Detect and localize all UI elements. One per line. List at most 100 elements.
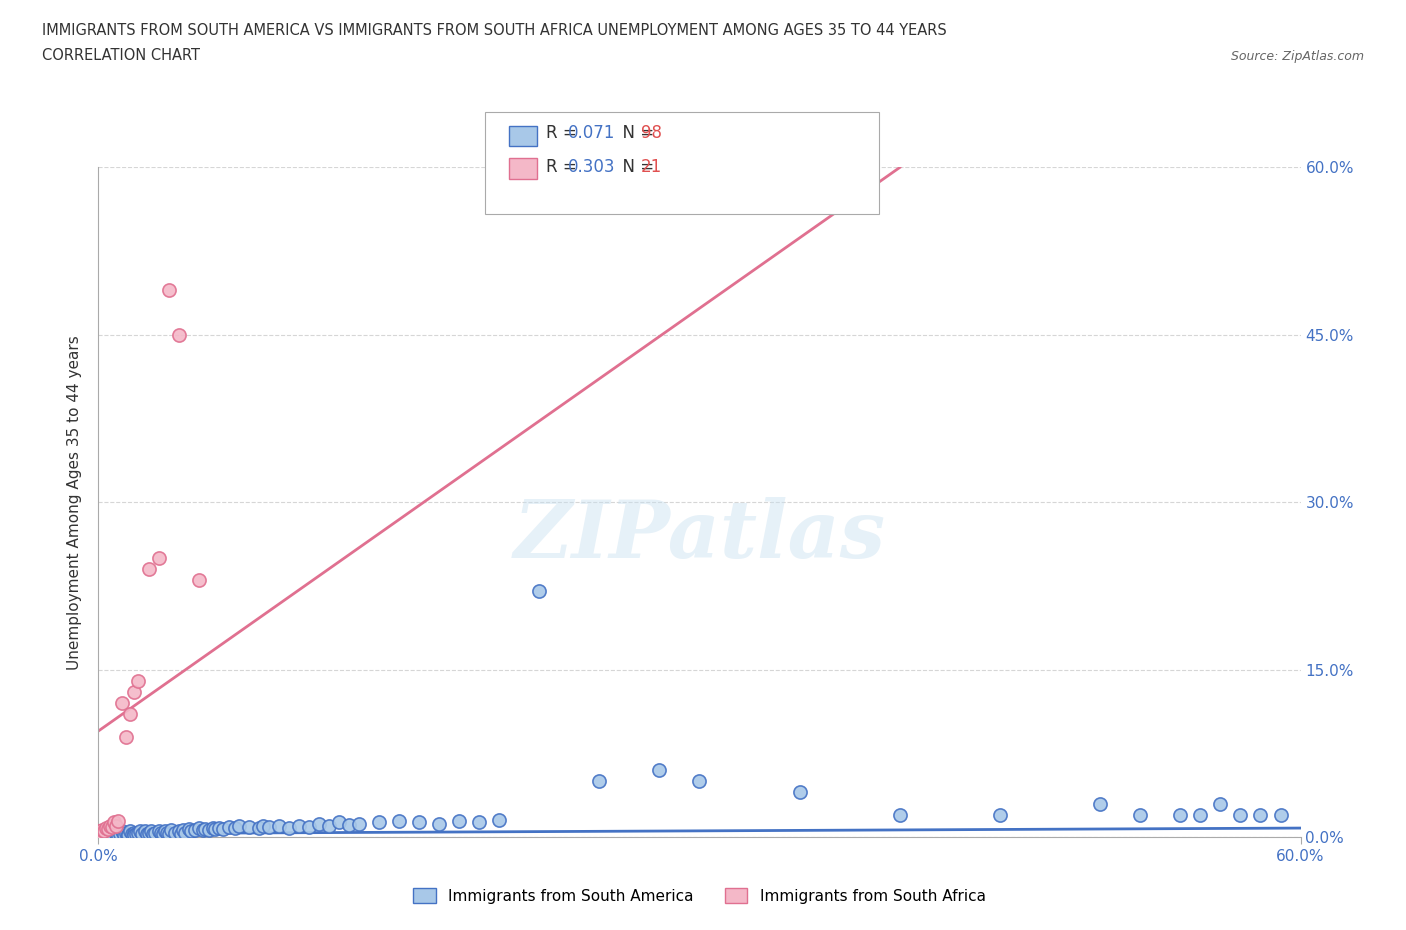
Point: [101, 826, 124, 841]
Point: [169, 826, 191, 841]
Point: [103, 815, 125, 830]
Point: [368, 815, 391, 830]
Point: [149, 825, 172, 840]
Point: [105, 818, 128, 833]
Point: [114, 828, 136, 843]
Point: [121, 826, 143, 841]
Point: [218, 819, 240, 834]
Point: [1229, 807, 1251, 822]
Point: [148, 824, 170, 839]
Point: [224, 820, 246, 835]
Point: [1189, 807, 1212, 822]
Point: [167, 327, 190, 342]
Point: [120, 707, 142, 722]
Point: [1270, 807, 1292, 822]
Point: [468, 815, 491, 830]
Point: [267, 818, 290, 833]
Point: [110, 826, 132, 841]
Point: [167, 824, 190, 839]
Point: [139, 824, 162, 839]
Point: [128, 825, 150, 840]
Point: [87, 824, 110, 839]
Point: [197, 823, 219, 838]
Text: 21: 21: [641, 158, 662, 176]
Point: [128, 673, 150, 688]
Point: [143, 825, 166, 840]
Point: [173, 825, 195, 840]
Point: [103, 824, 125, 839]
Point: [228, 818, 250, 833]
Point: [117, 828, 139, 843]
Point: [124, 684, 146, 699]
Point: [124, 825, 146, 840]
Point: [97, 828, 120, 843]
Point: [318, 818, 340, 833]
Point: [889, 807, 911, 822]
Point: [191, 823, 214, 838]
Point: [204, 822, 226, 837]
Point: [115, 825, 138, 840]
Point: [124, 828, 146, 843]
Point: [163, 825, 186, 840]
Point: [111, 824, 134, 839]
Point: [117, 826, 139, 841]
Y-axis label: Unemployment Among Ages 35 to 44 years: Unemployment Among Ages 35 to 44 years: [67, 335, 83, 670]
Point: [308, 817, 330, 831]
Point: [1088, 796, 1111, 811]
Point: [159, 823, 181, 838]
Point: [155, 825, 177, 840]
Point: [588, 774, 610, 789]
Point: [208, 820, 231, 835]
Point: [157, 283, 180, 298]
Text: N =: N =: [612, 124, 659, 141]
Point: [288, 818, 311, 833]
Point: [328, 815, 350, 830]
Point: [96, 820, 118, 835]
Text: IMMIGRANTS FROM SOUTH AMERICA VS IMMIGRANTS FROM SOUTH AFRICA UNEMPLOYMENT AMONG: IMMIGRANTS FROM SOUTH AMERICA VS IMMIGRA…: [42, 23, 946, 38]
Text: CORRELATION CHART: CORRELATION CHART: [42, 48, 200, 63]
Point: [152, 826, 174, 841]
Text: 98: 98: [641, 124, 662, 141]
Point: [187, 573, 209, 588]
Point: [93, 824, 115, 839]
Point: [1209, 796, 1232, 811]
Point: [257, 819, 280, 834]
Point: [91, 823, 114, 838]
Point: [100, 818, 122, 833]
Point: [183, 823, 205, 838]
Point: [101, 819, 124, 834]
Point: [87, 824, 110, 839]
Point: [100, 825, 122, 840]
Point: [447, 814, 470, 829]
Point: [105, 826, 128, 841]
Text: 0.071: 0.071: [568, 124, 616, 141]
Point: [111, 696, 134, 711]
Point: [89, 825, 111, 840]
Point: [337, 817, 360, 832]
Point: [408, 815, 430, 830]
Point: [689, 774, 711, 789]
Point: [1170, 807, 1192, 822]
Point: [134, 824, 156, 839]
Point: [427, 817, 450, 831]
Text: R =: R =: [546, 124, 582, 141]
Point: [148, 551, 170, 565]
Point: [177, 822, 200, 837]
Point: [115, 729, 138, 744]
Point: [194, 822, 217, 837]
Point: [277, 820, 299, 835]
Point: [157, 826, 180, 841]
Point: [129, 824, 152, 839]
Point: [138, 562, 160, 577]
Point: [252, 818, 274, 833]
Point: [172, 823, 194, 838]
Point: [1250, 807, 1272, 822]
Point: [298, 819, 321, 834]
Point: [988, 807, 1011, 822]
Point: [131, 826, 153, 841]
Point: [1129, 807, 1152, 822]
Point: [488, 813, 510, 828]
Text: ZIPatlas: ZIPatlas: [513, 497, 886, 575]
Point: [201, 820, 224, 835]
Point: [187, 820, 209, 835]
